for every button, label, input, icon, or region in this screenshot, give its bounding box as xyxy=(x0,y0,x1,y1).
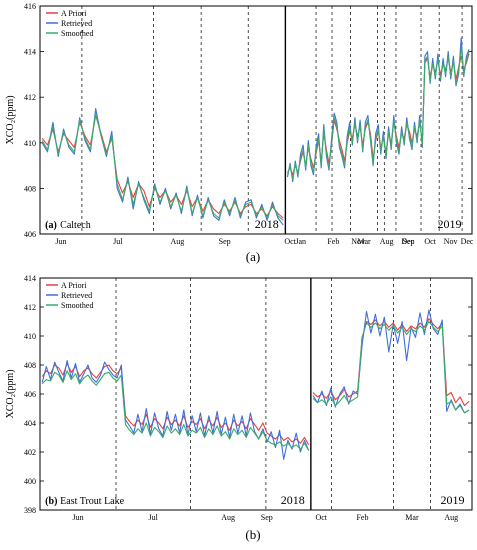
month-label: Jun xyxy=(72,513,83,522)
month-label: Feb xyxy=(327,237,339,246)
month-label: Mar xyxy=(405,513,419,522)
y-tick-label: 400 xyxy=(24,477,36,486)
month-label: Aug xyxy=(444,513,458,522)
legend-label: A Priori xyxy=(61,281,87,290)
panel-label: (a) xyxy=(45,220,57,231)
panel-label: (b) xyxy=(45,496,57,507)
month-label: Jan xyxy=(295,237,306,246)
plot-frame xyxy=(39,277,473,511)
legend-label: Smoothed xyxy=(61,301,93,310)
y-tick-label: 410 xyxy=(24,139,36,148)
y-tick-label: 416 xyxy=(24,2,36,11)
month-label: Nov xyxy=(444,237,458,246)
month-label: Feb xyxy=(356,513,368,522)
month-label: Oct xyxy=(315,513,327,522)
plot-frame xyxy=(39,5,473,235)
month-label: Aug xyxy=(380,237,394,246)
legend-label: Retrieved xyxy=(61,291,92,300)
y-axis-label: XCO₂(ppm) xyxy=(5,369,16,418)
panel-a: 406 408 410 412 414 416 XCO₂(ppm) Jun Jul Aug Sep O… xyxy=(5,2,474,264)
legend-label: Smoothed xyxy=(61,29,93,38)
series-line-2018 xyxy=(41,112,284,221)
site-label: East Trout Lake xyxy=(60,496,124,507)
month-label: Nov xyxy=(351,237,365,246)
month-label: Dec xyxy=(461,237,474,246)
legend-label: Retrieved xyxy=(61,19,92,28)
month-label: Jul xyxy=(113,237,123,246)
panel-caption: (b) xyxy=(245,527,260,542)
year-label-2019: 2019 xyxy=(438,217,462,231)
legend-label: A Priori xyxy=(61,9,87,18)
month-label: Jul xyxy=(149,513,159,522)
month-label: Aug xyxy=(221,513,235,522)
series-line-2019 xyxy=(286,46,470,180)
year-label-2018: 2018 xyxy=(281,493,305,507)
series-line-2019 xyxy=(312,320,470,414)
y-tick-label: 410 xyxy=(24,332,36,341)
series-line-2018 xyxy=(41,370,310,451)
y-tick-label: 408 xyxy=(24,184,36,193)
month-label: Oct xyxy=(284,237,296,246)
y-tick-label: 398 xyxy=(24,506,36,515)
panel-caption: (a) xyxy=(246,249,260,264)
y-tick-label: 406 xyxy=(24,230,36,239)
month-label: Sep xyxy=(261,513,273,522)
month-label: Oct xyxy=(424,237,436,246)
y-tick-label: 412 xyxy=(24,303,36,312)
y-tick-label: 402 xyxy=(24,448,36,457)
series-line-2018 xyxy=(41,360,310,460)
month-label: Jun xyxy=(55,237,66,246)
y-tick-label: 414 xyxy=(24,48,36,57)
year-label-2019: 2019 xyxy=(441,493,465,507)
y-tick-label: 406 xyxy=(24,390,36,399)
series-line-2018 xyxy=(41,362,310,446)
panel-b: 398 400 402 404 406 408 410 412 414 XCO₂(ppm) Jun J… xyxy=(5,274,473,542)
y-tick-label: 412 xyxy=(24,93,36,102)
month-label: Aug xyxy=(170,237,184,246)
year-label-2018: 2018 xyxy=(255,217,279,231)
y-tick-label: 408 xyxy=(24,361,36,370)
month-label: Mar xyxy=(357,237,371,246)
month-label: Sep xyxy=(219,237,231,246)
site-label: Caltech xyxy=(60,220,91,231)
y-tick-label: 404 xyxy=(24,419,36,428)
y-axis-label: XCO₂(ppm) xyxy=(5,95,16,144)
month-label: Sep xyxy=(402,237,414,246)
y-tick-label: 414 xyxy=(24,274,36,283)
month-label: Dec xyxy=(401,237,414,246)
